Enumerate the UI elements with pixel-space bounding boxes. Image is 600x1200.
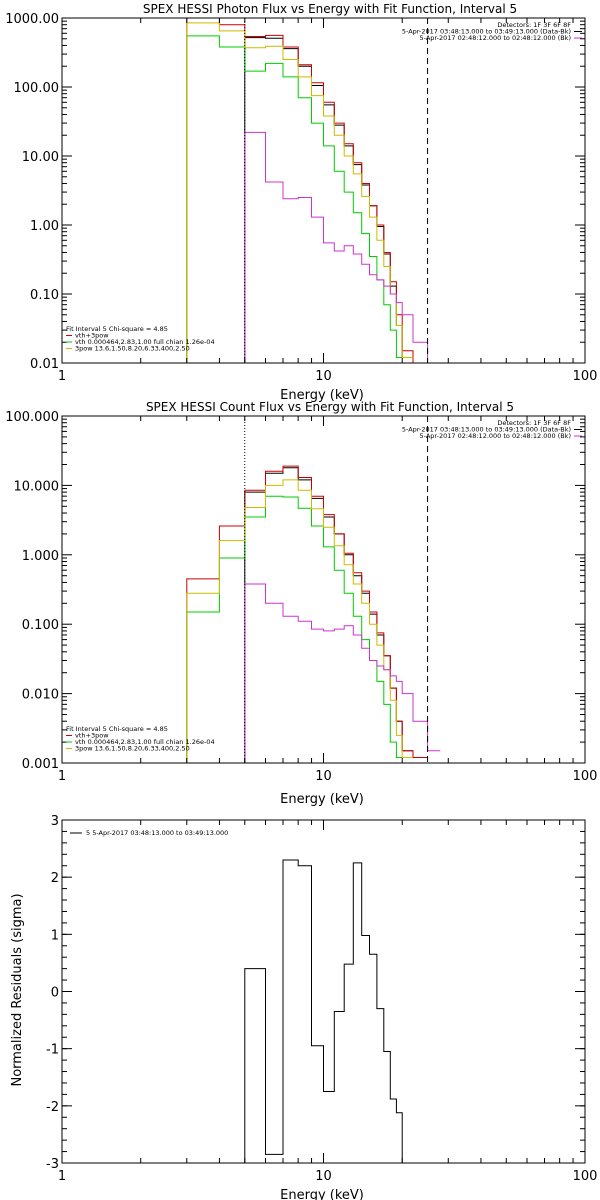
series-line [244, 131, 441, 363]
y-tick-label: 0.100 [22, 618, 59, 633]
legend-text: Fit Interval 5 Chi-square = 4.85 [66, 725, 168, 733]
series-group [244, 859, 403, 1163]
x-tick-label: 10 [315, 769, 332, 784]
plot-frame [61, 17, 586, 364]
y-tick-label: 1.000 [22, 549, 59, 564]
y-tick-label: 0.10 [30, 288, 59, 303]
legend-text: Detectors: 1F 3F 6F 8F [497, 21, 571, 29]
y-tick-label: -3 [46, 1157, 59, 1172]
legend-text: Fit Interval 5 Chi-square = 4.85 [66, 325, 168, 333]
y-tick-label: 1 [51, 928, 59, 943]
legend-text: vth 0.000464,2.83,1.00 full chian 1.26e-… [75, 738, 215, 746]
series-line [186, 35, 403, 363]
x-axis-label: Energy (keV) [280, 792, 364, 807]
legend-text: vth+3pow [75, 732, 109, 740]
y-tick-label: 1.00 [30, 219, 59, 234]
y-tick-label: 0.001 [22, 757, 59, 772]
y-tick-label: 100.000 [5, 410, 59, 425]
photon-flux-chart: SPEX HESSI Photon Flux vs Energy with Fi… [5, 2, 597, 403]
y-tick-label: 0 [51, 986, 59, 1001]
series-line [244, 859, 403, 1163]
x-axis-label: Energy (keV) [280, 1188, 364, 1200]
series-line [244, 467, 413, 763]
plot-frame [61, 415, 586, 764]
series-line [186, 18, 428, 363]
series-line [186, 479, 413, 763]
series-line [244, 583, 441, 763]
series-group [186, 18, 441, 363]
chart-title: SPEX HESSI Count Flux vs Energy with Fit… [146, 400, 514, 414]
plot-frame [61, 819, 586, 1164]
x-axis-label: Energy (keV) [280, 388, 364, 403]
residuals-chart: Energy (keV) Normalized Residuals (sigma… [10, 814, 597, 1200]
chart-title: SPEX HESSI Photon Flux vs Energy with Fi… [143, 2, 517, 16]
y-tick-label: 10.00 [22, 150, 59, 165]
series-line [186, 465, 428, 763]
y-tick-label: 1000.00 [5, 12, 59, 27]
x-tick-label: 1 [58, 769, 66, 784]
series-line [186, 495, 403, 763]
count-flux-chart: SPEX HESSI Count Flux vs Energy with Fit… [5, 400, 597, 807]
x-tick-label: 100 [573, 1169, 598, 1184]
legend-text: 3pow 13.6,1.50,8.20,6.33,400,2.50 [75, 345, 190, 353]
legend-text: 5-Apr-2017 02:48:12.000 to 02:48:12.000 … [420, 34, 571, 42]
legend-text: vth 0.000464,2.83,1.00 full chian 1.26e-… [75, 338, 215, 346]
legend-text: 3pow 13.6,1.50,8.20,6.33,400,2.50 [75, 745, 190, 753]
y-tick-label: 0.01 [30, 357, 59, 372]
legend-text: 5-Apr-2017 03:48:13.000 to 03:49:13.000 … [402, 426, 571, 434]
legend-text: 5 5-Apr-2017 03:48:13.000 to 03:49:13.00… [86, 829, 228, 837]
series-group [186, 465, 441, 763]
x-tick-label: 100 [573, 369, 598, 384]
x-tick-label: 10 [315, 369, 332, 384]
y-tick-label: -2 [46, 1100, 59, 1115]
legend-text: Detectors: 1F 3F 6F 8F [497, 419, 571, 427]
legend-text: vth+3pow [75, 332, 109, 340]
series-line [186, 22, 413, 363]
y-tick-label: 100.00 [14, 81, 60, 96]
y-tick-label: 10.000 [14, 479, 60, 494]
x-tick-label: 1 [58, 369, 66, 384]
y-tick-label: -1 [46, 1043, 59, 1058]
y-tick-label: 0.010 [22, 688, 59, 703]
series-line [244, 37, 413, 363]
legend-text: 5-Apr-2017 03:48:13.000 to 03:49:13.000 … [402, 28, 571, 36]
x-tick-label: 100 [573, 769, 598, 784]
y-axis-label: Normalized Residuals (sigma) [10, 893, 25, 1086]
x-tick-label: 1 [58, 1169, 66, 1184]
y-tick-label: 3 [51, 814, 59, 829]
legend-text: 5-Apr-2017 02:48:12.000 to 02:48:12.000 … [420, 432, 571, 440]
y-tick-label: 2 [51, 871, 59, 886]
x-tick-label: 10 [315, 1169, 332, 1184]
